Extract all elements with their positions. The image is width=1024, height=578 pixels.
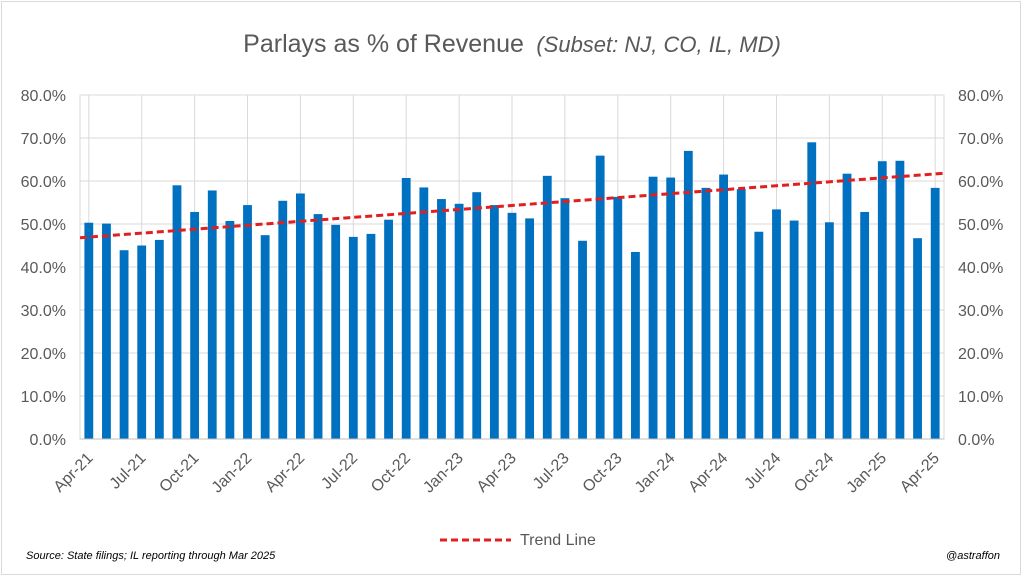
- bar-apr-25: [930, 187, 940, 439]
- x-tick-label: Apr-25: [897, 450, 943, 496]
- bars: [84, 142, 940, 440]
- bar-mar-24: [701, 187, 711, 439]
- bar-feb-25: [895, 160, 905, 440]
- x-tick-label: Apr-23: [474, 450, 520, 496]
- bar-jun-23: [542, 175, 552, 439]
- y-tick-label-right: 60.0%: [958, 174, 1003, 191]
- x-tick-label: Jul-21: [107, 450, 150, 493]
- bar-sep-23: [595, 155, 605, 439]
- bar-feb-24: [683, 150, 693, 439]
- bar-jun-24: [754, 231, 764, 439]
- legend: Trend Line: [440, 532, 596, 549]
- bar-dec-23: [648, 176, 658, 439]
- x-tick-label: Jul-22: [318, 450, 361, 493]
- y-tick-label-left: 60.0%: [21, 174, 66, 191]
- bar-sep-22: [384, 219, 393, 439]
- y-tick-label-right: 50.0%: [958, 217, 1003, 234]
- bar-jul-24: [772, 209, 781, 439]
- bar-dec-22: [437, 199, 446, 439]
- y-axis-left: 0.0% 10.0% 20.0% 30.0% 40.0% 50.0% 60.0% 70.0% 8…: [21, 88, 66, 449]
- bar-may-23: [525, 218, 535, 439]
- x-tick-label: Jul-23: [530, 450, 573, 493]
- bar-jan-22: [243, 205, 252, 439]
- y-tick-label-right: 10.0%: [958, 389, 1003, 406]
- y-tick-label-left: 80.0%: [21, 88, 66, 105]
- bar-aug-24: [789, 220, 799, 439]
- x-tick-label: Jan-25: [844, 450, 891, 497]
- bar-aug-22: [366, 233, 376, 439]
- bar-dec-24: [860, 211, 870, 439]
- bar-oct-24: [824, 222, 834, 439]
- legend-label-trend-line: Trend Line: [520, 532, 596, 549]
- bar-apr-24: [719, 174, 728, 440]
- bar-jul-21: [137, 245, 147, 439]
- bar-apr-21: [84, 222, 94, 439]
- bar-may-22: [313, 214, 323, 439]
- trend-line: [79, 171, 945, 240]
- chart-title-main: Parlays as % of Revenue: [243, 30, 524, 58]
- y-tick-label-right: 20.0%: [958, 346, 1003, 363]
- bar-dec-21: [225, 220, 235, 439]
- bar-mar-23: [489, 205, 499, 439]
- bar-feb-22: [260, 235, 270, 439]
- bar-feb-23: [472, 192, 482, 439]
- bar-mar-22: [278, 200, 288, 439]
- bar-jan-25: [877, 161, 887, 439]
- bar-may-21: [102, 223, 111, 439]
- x-tick-label: Apr-21: [51, 450, 97, 496]
- x-axis: Apr-21 Jul-21 Oct-21 Jan-22 Apr-22 Jul-22 Oct-…: [51, 438, 944, 497]
- x-tick-label: Oct-21: [156, 450, 202, 496]
- bar-aug-21: [154, 239, 164, 439]
- trend-line-group: [79, 171, 945, 240]
- y-axis-right: 0.0% 10.0% 20.0% 30.0% 40.0% 50.0% 60.0% 70.0% 8…: [958, 88, 1003, 449]
- chart-subtitle: (Subset: NJ, CO, IL, MD): [536, 32, 781, 57]
- bar-oct-22: [401, 177, 411, 440]
- bar-jul-22: [348, 236, 358, 439]
- bar-apr-22: [296, 193, 305, 439]
- bar-jan-23: [454, 203, 464, 439]
- chart-title: Parlays as % of Revenue (Subset: NJ, CO,…: [243, 30, 781, 58]
- bar-sep-24: [807, 142, 817, 440]
- bar-nov-21: [207, 190, 217, 439]
- x-tick-label: Jan-22: [209, 450, 256, 497]
- bar-jun-22: [331, 224, 341, 439]
- bar-jun-21: [119, 250, 129, 439]
- author-handle: @astraffon: [946, 550, 1000, 562]
- bar-oct-21: [190, 211, 200, 439]
- y-tick-label-right: 80.0%: [958, 88, 1003, 105]
- bar-jul-23: [560, 198, 570, 439]
- y-tick-label-left: 0.0%: [30, 432, 66, 449]
- bar-nov-23: [631, 251, 640, 439]
- y-tick-label-right: 30.0%: [958, 303, 1003, 320]
- bar-jan-24: [666, 177, 676, 439]
- y-tick-label-left: 70.0%: [21, 131, 66, 148]
- x-tick-label: Oct-23: [580, 450, 626, 496]
- x-tick-label: Apr-24: [685, 450, 731, 496]
- y-tick-label-left: 30.0%: [21, 303, 66, 320]
- bar-apr-23: [507, 212, 517, 439]
- y-tick-label-right: 40.0%: [958, 260, 1003, 277]
- bar-sep-21: [172, 185, 182, 439]
- bar-aug-23: [578, 240, 587, 439]
- y-tick-label-right: 70.0%: [958, 131, 1003, 148]
- x-tick-label: Oct-24: [791, 450, 837, 496]
- x-tick-label: Apr-22: [262, 450, 308, 496]
- x-tick-label: Jan-23: [420, 450, 467, 497]
- source-note: Source: State filings; IL reporting thro…: [26, 550, 276, 562]
- y-tick-label-left: 50.0%: [21, 217, 66, 234]
- y-tick-label-left: 20.0%: [21, 346, 66, 363]
- x-tick-label: Oct-22: [368, 450, 414, 496]
- x-tick-label: Jul-24: [741, 450, 784, 493]
- bar-nov-22: [419, 187, 429, 439]
- y-tick-label-right: 0.0%: [958, 432, 994, 449]
- bar-nov-24: [842, 173, 852, 439]
- bar-may-24: [736, 189, 746, 439]
- y-tick-label-left: 10.0%: [21, 389, 66, 406]
- y-tick-label-left: 40.0%: [21, 260, 66, 277]
- bar-oct-23: [613, 196, 623, 439]
- bar-mar-25: [913, 238, 922, 439]
- x-tick-label: Jan-24: [632, 450, 679, 497]
